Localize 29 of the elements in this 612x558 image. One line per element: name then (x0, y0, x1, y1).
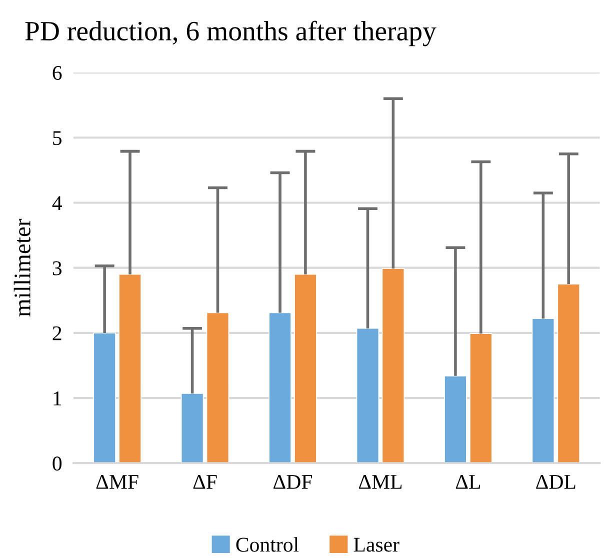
y-tick-label: 4 (52, 196, 62, 210)
x-tick-label: ΔL (456, 474, 480, 489)
x-tick-label: ΔDL (536, 474, 576, 489)
y-axis-title: millimeter (14, 218, 30, 317)
bar (93, 332, 116, 464)
x-tick-label: ΔDF (274, 474, 312, 489)
y-tick-label: 3 (52, 261, 62, 276)
bar (118, 274, 142, 464)
x-tick-label: ΔF (193, 474, 217, 489)
bar (206, 312, 230, 464)
bar (532, 318, 555, 464)
chart-title: PD reduction, 6 months after therapy (25, 20, 436, 46)
bar (180, 393, 204, 464)
y-tick-label: 6 (52, 66, 62, 80)
bar (356, 328, 380, 464)
bar (294, 274, 317, 464)
y-tick-label: 0 (52, 456, 62, 471)
bar (444, 375, 467, 464)
bar (470, 333, 492, 464)
y-tick-label: 1 (54, 392, 62, 406)
bar (268, 312, 292, 464)
legend-label: Control (236, 537, 299, 552)
bar (382, 268, 405, 464)
x-tick-label: ΔMF (96, 474, 138, 489)
x-tick-label: ΔML (358, 474, 402, 489)
bar (557, 284, 580, 464)
y-tick-label: 5 (53, 131, 62, 146)
legend-label: Laser (354, 538, 400, 552)
y-tick-label: 2 (52, 326, 62, 340)
